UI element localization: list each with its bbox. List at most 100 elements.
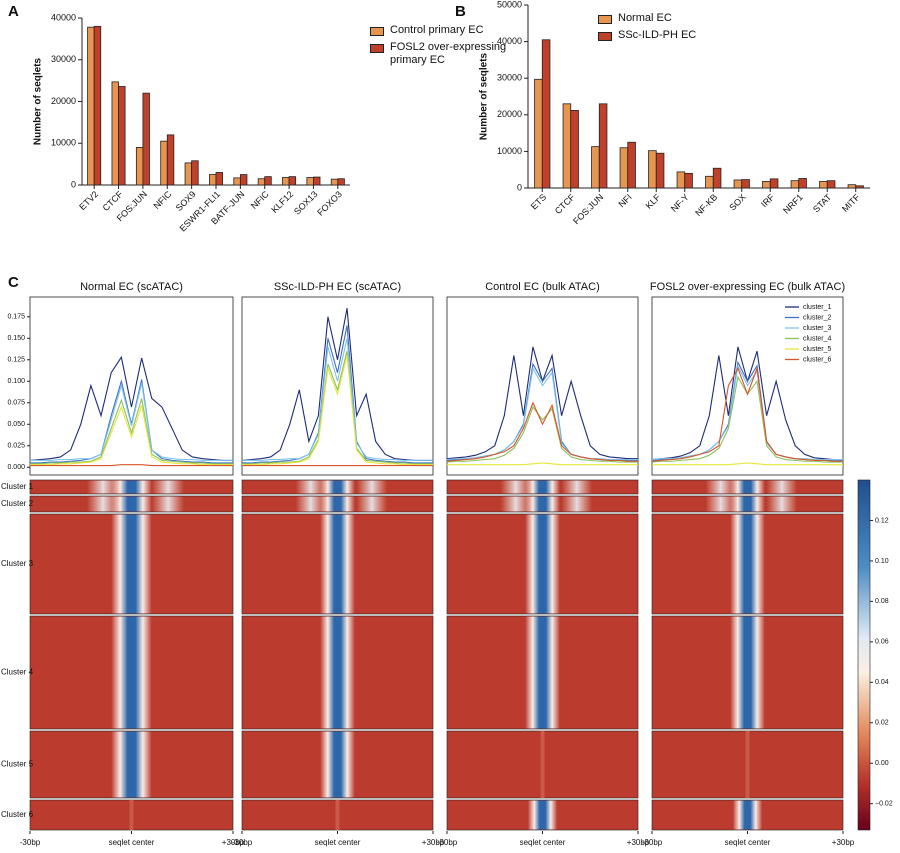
x-tick-label: FOS:JUN (571, 192, 605, 226)
bar (733, 179, 743, 189)
bar (142, 92, 150, 186)
x-tick-label: ETV2 (77, 189, 100, 212)
bar (282, 177, 290, 186)
bar (239, 174, 248, 186)
heatmap-band (732, 800, 763, 830)
bar (648, 150, 657, 189)
plot-frame (446, 296, 639, 476)
profile-line (29, 355, 233, 461)
profile-line (242, 325, 433, 464)
profile-line (651, 375, 843, 463)
heatmap-side (151, 480, 185, 494)
plot-frame (651, 296, 844, 476)
legend: Control primary EC FOSL2 over-expressing … (370, 24, 535, 71)
bar (826, 180, 836, 189)
x-tick-label: +30bp (222, 838, 245, 847)
bar (627, 141, 636, 189)
heatmap-band (320, 480, 355, 494)
heatmap-band (525, 496, 560, 512)
x-tick-label: +30bp (422, 838, 445, 847)
profile-line (446, 405, 638, 463)
colorbar-tick-label: 0.06 (875, 639, 889, 646)
legend-label: Control primary EC (390, 24, 484, 36)
bar (313, 176, 321, 186)
y-axis-label: Number of seqlets (479, 52, 490, 140)
profile-line (447, 462, 638, 466)
heatmap-band (730, 496, 765, 512)
profile-line (30, 379, 233, 464)
bar (534, 78, 543, 189)
legend-item: SSc-ILD-PH EC (598, 29, 798, 42)
bar (160, 140, 168, 186)
x-tick-label: IRF (759, 192, 777, 210)
profile-line (241, 308, 433, 461)
x-tick-label: SOX (727, 192, 748, 213)
heatmap-side (561, 480, 593, 494)
bar (209, 174, 217, 186)
row-label: Cluster 1 (1, 482, 34, 491)
heatmap-side (356, 480, 388, 494)
colorbar-tick-label: 0.12 (875, 517, 889, 524)
legend-label: cluster_6 (803, 356, 832, 363)
profile-line (30, 405, 233, 466)
colorbar (857, 479, 871, 831)
x-tick-label: NFIC (249, 189, 271, 211)
x-tick-label: NF-KB (693, 192, 719, 218)
legend-label: SSc-ILD-PH EC (618, 29, 697, 41)
heatmap-band (525, 616, 560, 729)
heatmap-band (111, 731, 152, 798)
heatmap-band (111, 480, 152, 494)
legend-label: cluster_4 (803, 335, 832, 342)
colorbar-tick-label: 0.04 (875, 679, 889, 686)
legend: Normal EC SSc-ILD-PH EC (598, 12, 798, 46)
y-tick-label: 0.175 (7, 314, 25, 321)
heatmap-band (320, 731, 355, 798)
panel-label: C (8, 274, 19, 291)
y-tick-label: 40000 (497, 36, 522, 46)
profile-line (651, 346, 843, 461)
bar (288, 176, 297, 186)
y-tick-label: 0 (517, 182, 522, 192)
x-tick-label: -30bp (642, 838, 663, 847)
plot-frame (29, 296, 234, 476)
x-tick-label: seqlet center (520, 838, 566, 847)
bar (184, 162, 193, 186)
bar (655, 152, 665, 189)
bar (337, 178, 345, 186)
row-label: Cluster 3 (1, 559, 34, 568)
profile-line (30, 382, 233, 461)
heatmap-band (730, 514, 765, 614)
x-tick-label: NF-Y (669, 192, 691, 214)
profile-line (652, 462, 843, 466)
chart-title: FOSL2 over-expressing EC (bulk ATAC) (650, 281, 845, 293)
bar (847, 184, 857, 189)
heatmap-side (356, 496, 388, 512)
colorbar-tick-label: −0.02 (875, 801, 893, 808)
y-tick-label: 0.125 (7, 357, 25, 364)
legend-label: cluster_5 (803, 346, 832, 353)
heatmap-band (525, 480, 560, 494)
x-tick-label: CTCF (553, 192, 577, 216)
legend-swatch (370, 44, 384, 53)
bar (93, 25, 102, 186)
heatmap-side (500, 496, 532, 512)
heatmap-side (86, 496, 120, 512)
legend-item: Normal EC (598, 12, 798, 25)
legend-label: cluster_3 (803, 325, 832, 332)
bar (215, 172, 223, 186)
y-tick-label: 10000 (497, 146, 522, 156)
bar (769, 178, 779, 189)
chart-title: SSc-ILD-PH EC (scATAC) (274, 281, 401, 293)
x-tick-label: -30bp (437, 838, 458, 847)
profile-line (446, 346, 638, 460)
bar (257, 178, 266, 186)
heatmap-side (561, 496, 593, 512)
legend-label: cluster_2 (803, 314, 832, 321)
colorbar-tick-label: 0.08 (875, 598, 889, 605)
chart-title: Normal EC (scATAC) (80, 281, 183, 293)
profile-line (30, 398, 233, 465)
heatmap-band (527, 800, 558, 830)
profile-line (651, 363, 843, 461)
y-tick-label: 50000 (497, 0, 522, 9)
